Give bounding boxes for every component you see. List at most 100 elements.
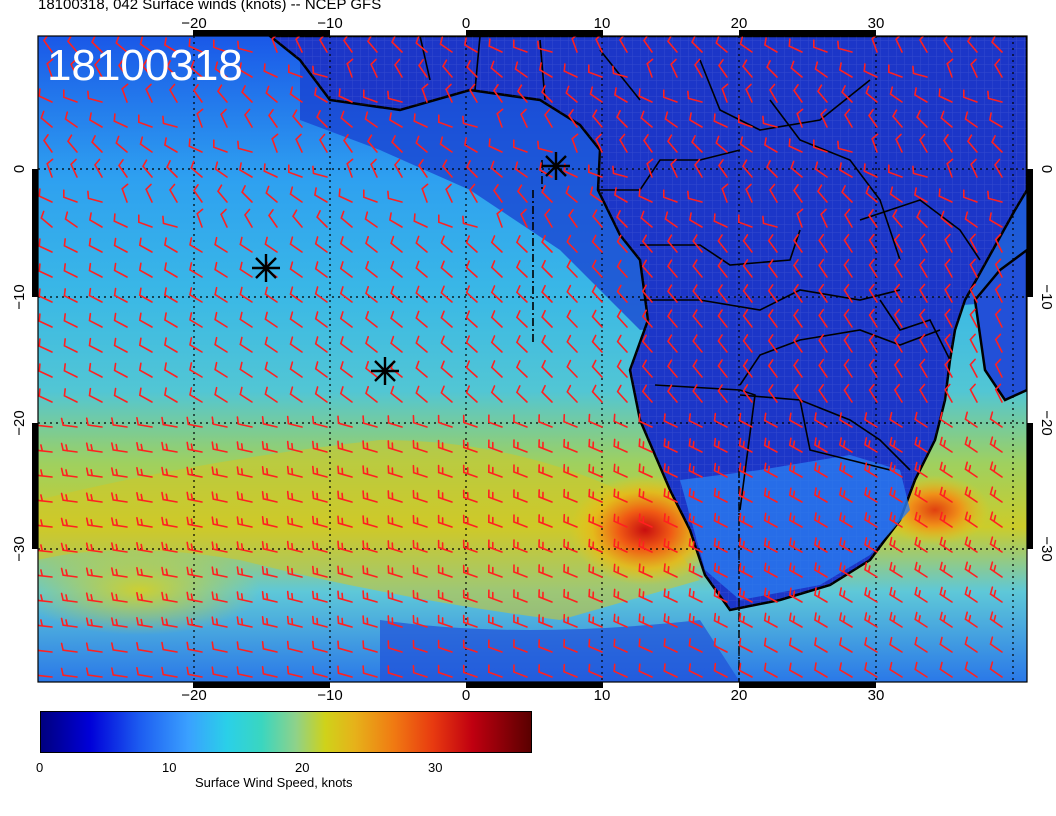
wind-barb — [717, 334, 728, 353]
wind-barb — [944, 358, 953, 378]
wind-barb — [514, 61, 528, 78]
wind-barb — [437, 639, 453, 653]
wind-barb — [790, 160, 803, 178]
wind-barb — [186, 541, 203, 553]
wind-barb — [764, 37, 778, 53]
wind-barb — [340, 110, 353, 128]
wind-barb — [767, 334, 778, 353]
lat-label-left: −10 — [11, 284, 28, 309]
lat-label-right: 0 — [1038, 165, 1055, 173]
wind-barb — [362, 590, 378, 603]
wind-barb — [793, 184, 803, 203]
wind-barb — [641, 234, 653, 253]
wind-barb — [139, 136, 153, 153]
wind-barb — [994, 258, 1003, 278]
wind-barb — [418, 59, 428, 78]
wind-barb — [939, 436, 953, 453]
wind-barb — [544, 208, 553, 228]
wind-barb — [214, 236, 228, 253]
wind-barb — [289, 86, 303, 103]
wind-barb — [85, 592, 103, 603]
wind-barb — [864, 512, 878, 528]
wind-barb — [337, 565, 353, 578]
wind-barb — [513, 589, 528, 603]
wind-barb — [692, 259, 703, 278]
wind-barb — [390, 260, 403, 278]
wind-barb — [742, 159, 753, 178]
wind-barb — [338, 88, 353, 103]
wind-barb — [793, 284, 803, 303]
wind-barb — [390, 235, 403, 253]
asterisk-marker-icon — [252, 254, 280, 282]
wind-barb — [919, 233, 928, 253]
wind-barb — [613, 413, 628, 428]
wind-barb — [43, 134, 53, 153]
wind-barb — [186, 416, 203, 428]
wind-barb — [670, 158, 678, 178]
wind-barb — [738, 662, 753, 678]
wind-barb — [136, 492, 153, 503]
wind-barb — [964, 561, 978, 578]
wind-barb — [841, 85, 853, 103]
wind-barb — [864, 462, 878, 478]
wind-barb — [538, 464, 553, 478]
wind-barb — [111, 567, 128, 578]
wind-barb — [63, 388, 78, 403]
wind-barb — [613, 463, 628, 478]
wind-barb — [515, 335, 528, 353]
wind-barb — [286, 615, 303, 628]
wind-barb — [88, 387, 103, 403]
wind-barb — [813, 139, 828, 153]
wind-barb — [214, 161, 228, 178]
wind-barb — [793, 259, 803, 278]
wind-barb — [213, 139, 228, 153]
wind-barb — [440, 235, 453, 253]
wind-barb — [337, 540, 353, 553]
wind-barb — [969, 308, 978, 328]
wind-barb — [312, 640, 328, 653]
wind-barb — [466, 60, 478, 78]
wind-barb — [189, 387, 203, 403]
wind-barb — [465, 335, 478, 353]
wind-barb — [387, 190, 403, 203]
wind-barb — [939, 661, 953, 678]
wind-barb — [261, 566, 278, 578]
wind-barb — [63, 313, 78, 328]
wind-barb — [889, 586, 903, 603]
wind-barb — [286, 565, 303, 578]
wind-barb — [713, 587, 728, 603]
wind-barb — [289, 311, 303, 328]
wind-barb — [641, 334, 653, 353]
wind-barb — [613, 513, 628, 528]
wind-barb — [912, 165, 928, 178]
wind-barb — [38, 188, 53, 203]
wind-barb — [914, 661, 928, 678]
wind-barb — [843, 383, 853, 403]
wind-barb — [367, 134, 378, 153]
wind-barb — [868, 283, 878, 303]
wind-barb — [469, 83, 478, 103]
wind-barb — [271, 36, 278, 53]
wind-barb — [763, 437, 778, 453]
wind-barb — [64, 211, 78, 228]
wind-barb — [895, 133, 903, 153]
wind-barb — [994, 333, 1003, 353]
wind-barb — [994, 283, 1003, 303]
wind-barb — [592, 209, 603, 228]
wind-barb — [513, 489, 528, 503]
wind-barb — [793, 234, 803, 253]
wind-barb — [713, 113, 728, 128]
wind-barb — [539, 62, 553, 78]
wind-barb — [193, 184, 203, 203]
wind-barb — [667, 334, 678, 353]
wind-barb — [186, 641, 203, 653]
wind-barb — [462, 414, 478, 428]
wind-barb — [113, 287, 128, 303]
wind-barb — [85, 667, 103, 678]
wind-barb — [362, 565, 378, 578]
wind-barb — [566, 259, 578, 278]
bottom-lon-labels: −20 −10 0 10 20 30 — [181, 687, 884, 704]
wind-barb — [337, 465, 353, 478]
wind-barb — [289, 336, 303, 353]
wind-barb — [339, 286, 353, 303]
